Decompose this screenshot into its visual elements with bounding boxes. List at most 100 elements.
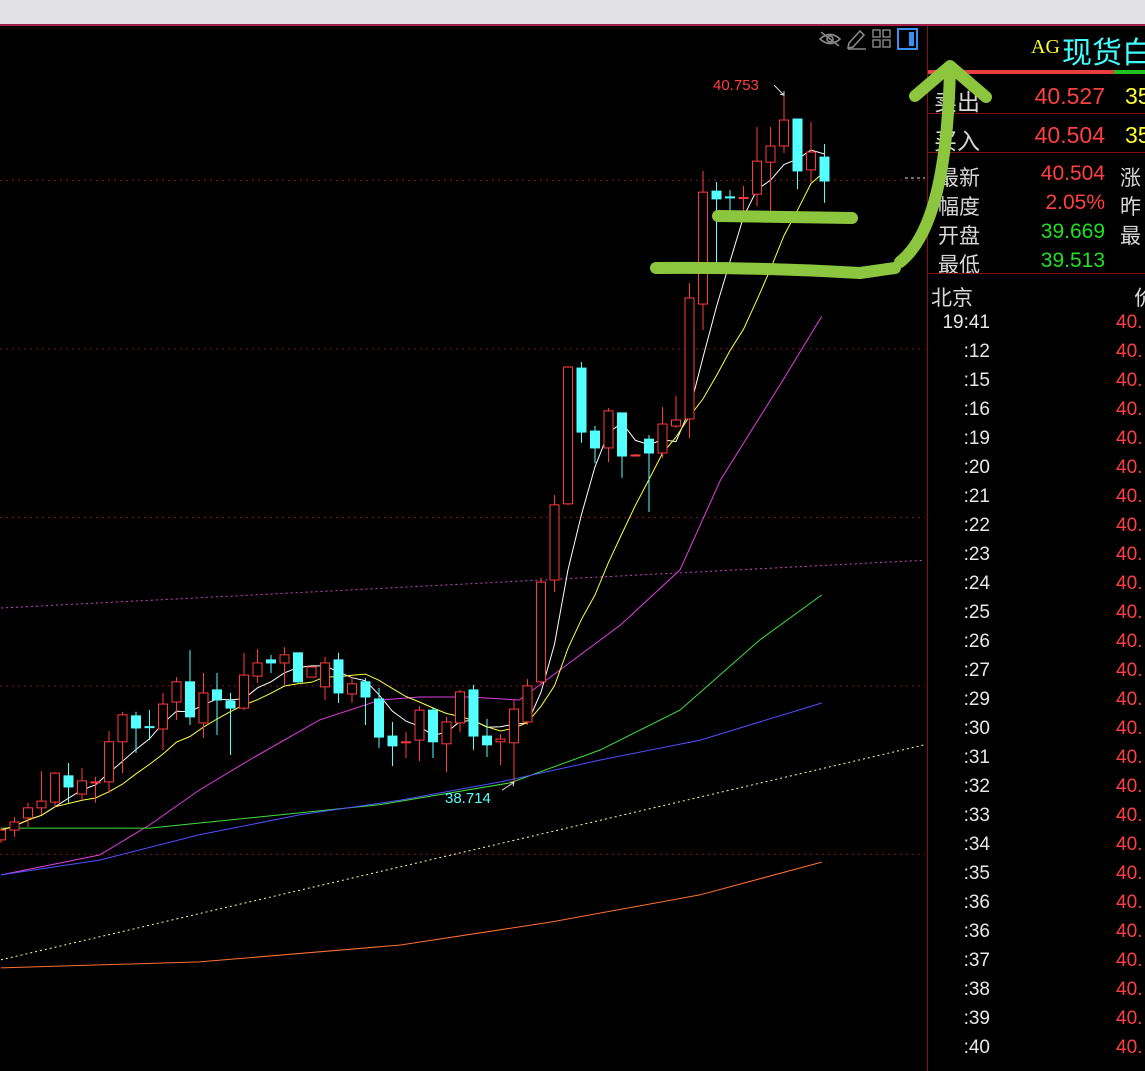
tick-time: :31	[963, 747, 990, 768]
candle	[374, 687, 384, 748]
indicator-line	[0, 702, 822, 876]
tick-price: 40.	[1116, 602, 1143, 623]
candle-body	[131, 715, 141, 729]
tick-time: :26	[963, 631, 990, 652]
candle	[306, 666, 317, 678]
tick-price: 40.	[1116, 486, 1143, 507]
candle-body	[441, 721, 452, 745]
candle	[482, 718, 492, 757]
candle	[0, 828, 6, 843]
candle-body	[158, 703, 168, 730]
candle-body	[185, 681, 195, 718]
candle-body	[401, 741, 411, 744]
candle	[792, 118, 803, 190]
candle-body	[77, 780, 87, 795]
tick-price: 40.	[1116, 747, 1143, 768]
ticks-time-header: 北京	[931, 287, 973, 310]
candle-body	[549, 504, 560, 581]
pencil-icon[interactable]	[846, 29, 866, 50]
candle-body	[455, 691, 465, 724]
separator	[928, 152, 1145, 153]
candle	[239, 652, 249, 711]
candle	[279, 647, 290, 685]
candle-body	[293, 652, 303, 683]
low-price-label: 38.714	[445, 790, 491, 807]
candle-body	[617, 412, 627, 457]
candle	[563, 366, 573, 505]
candle	[77, 768, 87, 801]
candle-body	[144, 726, 155, 729]
moving-average-line	[0, 171, 825, 831]
tick-time: :29	[963, 689, 990, 710]
grid-icon[interactable]	[872, 29, 891, 48]
tick-price: 40.	[1116, 863, 1143, 884]
candle	[50, 772, 60, 807]
candle	[779, 95, 789, 154]
stat-value: 39.513	[1040, 249, 1105, 272]
tick-price: 40.	[1116, 341, 1143, 362]
indicator-line	[0, 315, 823, 876]
candle	[576, 362, 587, 443]
tick-price: 40.	[1116, 921, 1143, 942]
support-line-lower	[650, 261, 901, 279]
ratio-bar-red	[928, 70, 1114, 74]
candle	[63, 763, 74, 803]
candle-body	[212, 689, 222, 701]
candle	[522, 679, 533, 725]
candle-body	[0, 829, 6, 841]
candle	[428, 707, 438, 758]
candle	[158, 692, 168, 750]
symbol-name: 现货白	[1062, 37, 1145, 70]
tick-time: :40	[963, 1037, 990, 1058]
tick-price: 40.	[1116, 689, 1143, 710]
candle	[455, 689, 465, 733]
candle-body	[522, 685, 533, 723]
candle-body	[738, 197, 749, 200]
candle	[90, 776, 101, 803]
tick-price: 40.	[1116, 834, 1143, 855]
candle-body	[684, 297, 695, 420]
candlestick-chart[interactable]: 40.753 38.714	[0, 0, 925, 1071]
candle-body	[495, 738, 506, 743]
eye-slash-icon[interactable]	[818, 31, 842, 47]
candle	[360, 678, 371, 725]
panel-icon[interactable]	[897, 28, 918, 50]
candle	[131, 711, 141, 753]
tick-price: 40.	[1116, 312, 1143, 333]
candle-body	[468, 689, 479, 737]
ask-price: 40.527	[1034, 83, 1105, 109]
quote-panel: AG 现货白 卖出 40.527 35 买入 40.504 35 最新40.50…	[927, 26, 1145, 1071]
candle	[333, 652, 344, 704]
candle	[644, 435, 654, 512]
tick-price: 40.	[1116, 457, 1143, 478]
tick-price: 40.	[1116, 805, 1143, 826]
indicator-line	[0, 861, 822, 969]
grid-lines	[0, 179, 925, 855]
high-arrow-icon	[773, 84, 785, 96]
candle-body	[104, 741, 114, 783]
candle	[212, 673, 222, 736]
tick-time: :15	[963, 370, 990, 391]
candle-body	[63, 775, 74, 788]
candle	[725, 190, 735, 214]
candle-body	[9, 821, 20, 831]
tick-price: 40.	[1116, 399, 1143, 420]
candle	[185, 650, 195, 725]
candle	[320, 656, 330, 701]
candle	[536, 578, 546, 684]
candle	[617, 412, 627, 478]
candle-body	[90, 781, 101, 784]
candle	[414, 706, 425, 762]
stat-value: 39.669	[1040, 220, 1105, 243]
symbol-code: AG	[1031, 36, 1060, 58]
tick-time: :30	[963, 718, 990, 739]
candle	[752, 127, 762, 206]
candle	[806, 122, 816, 183]
candle-body	[306, 666, 317, 678]
tick-time: :35	[963, 863, 990, 884]
candle	[549, 495, 560, 592]
support-line-upper	[712, 210, 858, 224]
tick-time: :38	[963, 979, 990, 1000]
tick-time: :33	[963, 805, 990, 826]
tick-time: 19:41	[942, 312, 990, 333]
